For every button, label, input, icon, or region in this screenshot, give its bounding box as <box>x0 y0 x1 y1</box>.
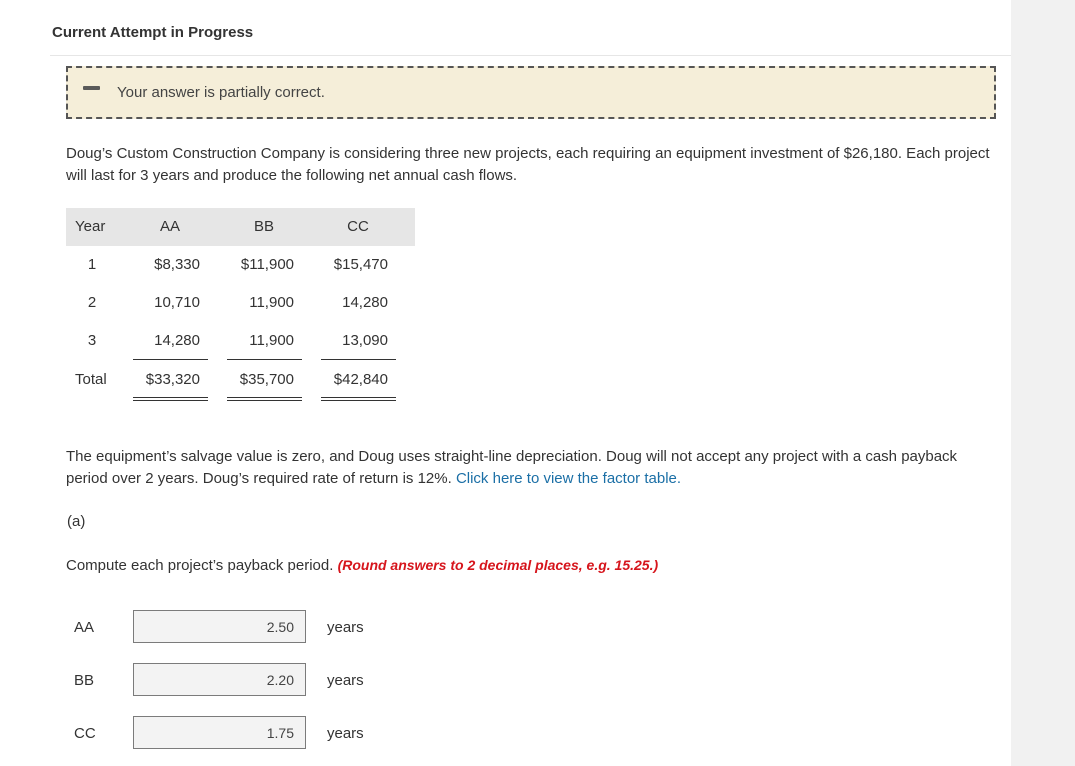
table-total-aa: $33,320 <box>145 371 200 388</box>
subtotal-rule-aa <box>133 359 208 360</box>
answer-label-cc: CC <box>74 725 96 742</box>
table-cell-year: 1 <box>87 256 97 273</box>
rounding-note: (Round answers to 2 decimal places, e.g.… <box>337 557 659 573</box>
answer-unit-cc: years <box>327 725 364 742</box>
part-a-label: (a) <box>67 513 86 530</box>
payback-input-cc[interactable] <box>133 716 306 749</box>
table-total-cc: $42,840 <box>333 371 388 388</box>
table-cell-year: 2 <box>87 294 97 311</box>
column-header-bb: BB <box>253 218 274 235</box>
salvage-paragraph: The equipment’s salvage value is zero, a… <box>66 446 1001 490</box>
answer-unit-bb: years <box>327 672 364 689</box>
total-double-rule-cc <box>321 397 396 401</box>
table-cell-bb: $11,900 <box>240 256 294 273</box>
problem-intro: Doug’s Custom Construction Company is co… <box>66 145 990 184</box>
total-double-rule-bb <box>227 397 302 401</box>
payback-input-aa[interactable] <box>133 610 306 643</box>
partial-correct-banner: Your answer is partially correct. <box>66 66 996 119</box>
instruction-text: Compute each project’s payback period. <box>66 557 334 574</box>
answer-label-aa: AA <box>74 619 95 636</box>
table-cell-cc: $15,470 <box>333 256 388 273</box>
column-header-aa: AA <box>159 218 180 235</box>
partial-correct-icon <box>83 86 100 90</box>
table-cell-bb: 11,900 <box>249 332 294 349</box>
salvage-text: The equipment’s salvage value is zero, a… <box>66 448 958 487</box>
answer-unit-aa: years <box>327 619 364 636</box>
total-double-rule-aa <box>133 397 208 401</box>
column-header-year: Year <box>75 218 106 235</box>
part-a-instruction: Compute each project’s payback period. (… <box>66 557 658 574</box>
factor-table-link[interactable]: Click here to view the factor table. <box>455 470 682 487</box>
table-total-bb: $35,700 <box>239 371 294 388</box>
table-cell-cc: 13,090 <box>342 332 388 349</box>
attempt-status-title: Current Attempt in Progress <box>52 24 254 41</box>
subtotal-rule-bb <box>227 359 302 360</box>
table-cell-bb: 11,900 <box>249 294 294 311</box>
table-cell-cc: 14,280 <box>342 294 388 311</box>
table-total-label: Total <box>75 371 107 388</box>
table-cell-aa: 14,280 <box>154 332 200 349</box>
question-page: Current Attempt in Progress Your answer … <box>0 0 1011 766</box>
header-divider <box>50 55 1011 56</box>
answer-label-bb: BB <box>74 672 95 689</box>
payback-input-bb[interactable] <box>133 663 306 696</box>
column-header-cc: CC <box>347 218 369 235</box>
table-cell-year: 3 <box>87 332 97 349</box>
cash-flow-table-header <box>66 208 415 246</box>
table-cell-aa: $8,330 <box>154 256 200 273</box>
partial-correct-message: Your answer is partially correct. <box>117 84 325 101</box>
subtotal-rule-cc <box>321 359 396 360</box>
table-cell-aa: 10,710 <box>154 294 200 311</box>
